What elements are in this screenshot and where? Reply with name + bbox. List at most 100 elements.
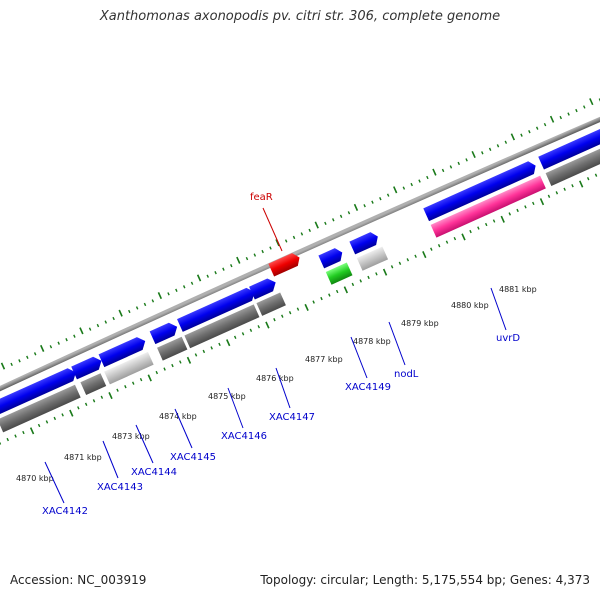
minor-tick <box>359 279 362 283</box>
major-tick <box>471 151 476 159</box>
gene-reverse-1[interactable] <box>0 384 81 433</box>
minor-tick <box>320 296 323 301</box>
minor-tick <box>182 285 186 289</box>
minor-tick <box>175 288 178 292</box>
minor-tick <box>84 402 88 406</box>
gene-reverse-light-1[interactable] <box>104 351 154 385</box>
gene-label-fear[interactable]: feaR <box>250 192 273 203</box>
outer-tick-row <box>0 98 600 370</box>
feature-uvrd-magenta[interactable] <box>430 175 546 238</box>
gene-label-xac4145[interactable]: XAC4145 <box>170 452 216 463</box>
minor-tick <box>379 197 382 201</box>
minor-tick <box>163 367 166 371</box>
minor-tick <box>508 212 512 216</box>
minor-tick <box>363 204 366 208</box>
minor-tick <box>249 328 253 332</box>
minor-tick <box>88 327 92 331</box>
minor-tick <box>351 282 355 287</box>
minor-tick <box>233 335 237 339</box>
minor-tick <box>112 316 115 321</box>
minor-tick <box>269 246 272 250</box>
minor-tick <box>73 334 76 338</box>
gene-xac4142[interactable] <box>0 366 79 416</box>
gene-labels: XAC4142 XAC4143 XAC4144 XAC4145 XAC4146 … <box>42 192 520 517</box>
gene-xac4145[interactable] <box>149 320 180 345</box>
minor-tick <box>567 112 570 116</box>
minor-tick <box>437 244 441 248</box>
major-tick <box>343 286 349 294</box>
minor-tick <box>218 342 221 347</box>
minor-tick <box>445 240 449 244</box>
gene-forward-right[interactable] <box>538 120 600 170</box>
minor-tick <box>151 299 155 303</box>
minor-tick <box>131 381 135 385</box>
minor-tick <box>375 272 378 276</box>
gene-label-xac4142[interactable]: XAC4142 <box>42 506 88 517</box>
gene-xac4144[interactable] <box>98 335 149 368</box>
minor-tick <box>139 377 143 382</box>
gene-label-xac4149[interactable]: XAC4149 <box>345 382 391 393</box>
minor-tick <box>563 187 566 191</box>
major-tick <box>461 233 466 241</box>
gene-label-xac4144[interactable]: XAC4144 <box>131 467 177 478</box>
minor-tick <box>179 360 182 364</box>
major-tick <box>186 356 192 364</box>
gene-reverse-2[interactable] <box>80 373 107 396</box>
minor-tick <box>488 147 492 151</box>
minor-tick <box>18 359 21 363</box>
minor-tick <box>477 226 480 230</box>
minor-tick <box>288 311 292 315</box>
minor-tick <box>45 420 49 424</box>
minor-tick <box>143 302 147 307</box>
gene-nodl-forward[interactable] <box>349 230 380 255</box>
minor-tick <box>116 388 119 392</box>
gene-xac4146[interactable] <box>177 285 258 332</box>
gene-reverse-3[interactable] <box>157 336 188 361</box>
minor-tick <box>261 249 264 254</box>
genome-strip <box>0 72 600 455</box>
gene-reverse-light-2[interactable] <box>356 246 389 271</box>
minor-tick <box>367 275 370 280</box>
major-tick <box>265 321 270 329</box>
gene-reverse-5[interactable] <box>256 292 286 316</box>
minor-tick <box>496 144 500 148</box>
gene-uvrd-forward[interactable] <box>423 159 538 222</box>
major-tick <box>393 186 398 194</box>
major-tick <box>196 274 202 282</box>
feature-fear[interactable] <box>268 251 302 277</box>
gene-xac4147[interactable] <box>249 276 278 300</box>
minor-tick <box>516 208 519 213</box>
gene-label-xac4147[interactable]: XAC4147 <box>269 412 315 423</box>
gene-label-nodl[interactable]: nodL <box>394 369 419 380</box>
major-tick <box>147 374 152 382</box>
gene-xac4143[interactable] <box>71 354 104 380</box>
minor-tick <box>410 182 413 187</box>
gene-label-uvrd[interactable]: uvrD <box>496 333 520 344</box>
minor-tick <box>0 441 2 445</box>
major-tick <box>275 239 280 247</box>
minor-tick <box>594 173 598 177</box>
tick-label: 4870 kbp <box>16 474 54 483</box>
tick-label: 4875 kbp <box>208 392 246 401</box>
minor-tick <box>6 437 9 442</box>
gene-label-xac4146[interactable]: XAC4146 <box>221 431 267 442</box>
minor-tick <box>453 236 457 241</box>
gene-reverse-6[interactable] <box>545 136 600 186</box>
minor-tick <box>386 193 390 197</box>
minor-tick <box>155 370 159 375</box>
map-title: Xanthomonas axonopodis pv. citri str. 30… <box>99 9 501 24</box>
minor-tick <box>281 314 284 318</box>
gene-label-xac4143[interactable]: XAC4143 <box>97 482 143 493</box>
gene-reverse-4[interactable] <box>184 304 260 349</box>
inner-tick-row <box>0 173 598 445</box>
minor-tick <box>253 253 257 257</box>
leader-xac4144 <box>135 424 154 464</box>
minor-tick <box>583 105 586 109</box>
minor-tick <box>96 323 100 328</box>
feature-green[interactable] <box>325 262 353 285</box>
minor-tick <box>100 395 104 399</box>
tick-label: 4879 kbp <box>401 319 439 328</box>
gene-xac4149-forward[interactable] <box>318 246 345 269</box>
minor-tick <box>430 247 433 251</box>
minor-tick <box>441 168 445 173</box>
